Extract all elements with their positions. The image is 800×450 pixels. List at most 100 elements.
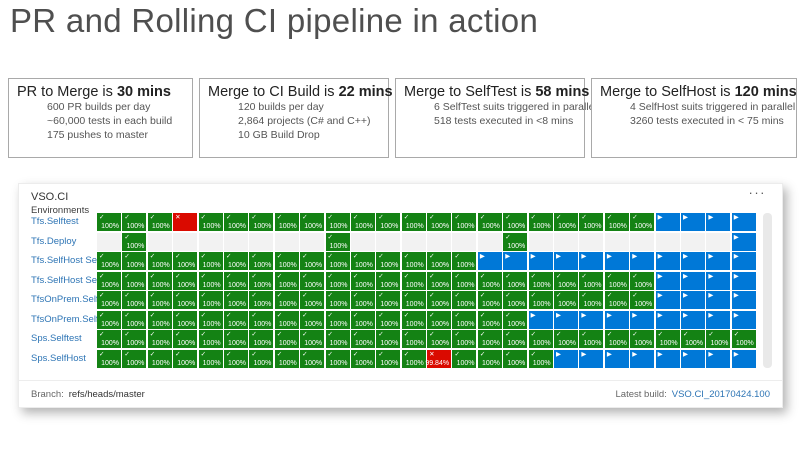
status-cell-passed[interactable]: ✓ 100% (249, 330, 274, 348)
status-cell-passed[interactable]: ✓ 100% (122, 232, 147, 251)
status-cell-passed[interactable]: ✓ 100% (528, 291, 553, 309)
status-cell-passed[interactable]: ✓ 100% (97, 213, 121, 231)
status-cell-passed[interactable]: ✓ 100% (452, 252, 477, 270)
status-cell-passed[interactable]: ✓ 100% (477, 310, 502, 329)
status-cell-running[interactable]: ▶ (731, 213, 756, 231)
status-cell-passed[interactable]: ✓ 100% (274, 271, 299, 290)
status-cell-passed[interactable]: ✓ 100% (300, 213, 325, 231)
status-cell-running[interactable]: ▶ (655, 271, 680, 290)
status-cell-running[interactable]: ▶ (706, 291, 731, 309)
status-cell-passed[interactable]: ✓ 100% (325, 349, 350, 368)
environment-label[interactable]: Tfs.Selftest (31, 216, 79, 227)
status-cell-passed[interactable]: ✓ 100% (300, 349, 325, 368)
status-cell-passed[interactable]: ✓ 100% (300, 271, 325, 290)
status-cell-passed[interactable]: ✓ 100% (401, 252, 426, 270)
status-cell-passed[interactable]: ✓ 100% (528, 349, 553, 368)
status-cell-passed[interactable]: ✓ 100% (376, 330, 401, 348)
status-cell-running[interactable]: ▶ (680, 349, 705, 368)
status-cell-passed[interactable]: ✓ 100% (300, 310, 325, 329)
status-cell-passed[interactable]: ✓ 100% (97, 271, 121, 290)
status-cell-passed[interactable]: ✓ 100% (477, 330, 502, 348)
status-cell-passed[interactable]: ✓ 100% (97, 291, 121, 309)
status-cell-passed[interactable]: ✓ 100% (325, 271, 350, 290)
status-cell-passed[interactable]: ✓ 100% (274, 330, 299, 348)
status-cell-passed[interactable]: ✓ 100% (376, 349, 401, 368)
status-cell-passed[interactable]: ✓ 100% (223, 349, 248, 368)
status-cell-running[interactable]: ▶ (731, 271, 756, 290)
status-cell-passed[interactable]: ✓ 100% (579, 213, 604, 231)
status-cell-passed[interactable]: ✓ 100% (503, 271, 528, 290)
status-cell-failed[interactable]: ✕ 99.84% (425, 349, 452, 368)
status-cell-running[interactable]: ▶ (731, 252, 756, 270)
status-cell-running[interactable]: ▶ (604, 349, 629, 368)
status-cell-passed[interactable]: ✓ 100% (325, 330, 350, 348)
status-cell-passed[interactable]: ✓ 100% (604, 291, 629, 309)
status-cell-passed[interactable]: ✓ 100% (97, 349, 121, 368)
status-cell-passed[interactable]: ✓ 100% (97, 310, 121, 329)
status-cell-passed[interactable]: ✓ 100% (376, 252, 401, 270)
status-cell-passed[interactable]: ✓ 100% (477, 349, 502, 368)
status-cell-passed[interactable]: ✓ 100% (376, 291, 401, 309)
status-cell-passed[interactable]: ✓ 100% (122, 252, 147, 270)
status-cell-running[interactable]: ▶ (477, 252, 502, 270)
status-cell-passed[interactable]: ✓ 100% (554, 271, 579, 290)
status-cell-passed[interactable]: ✓ 100% (249, 291, 274, 309)
status-cell-passed[interactable]: ✓ 100% (223, 271, 248, 290)
status-cell-running[interactable]: ▶ (554, 349, 579, 368)
status-cell-passed[interactable]: ✓ 100% (427, 252, 452, 270)
status-cell-passed[interactable]: ✓ 100% (97, 252, 121, 270)
status-cell-passed[interactable]: ✓ 100% (503, 349, 528, 368)
environment-label[interactable]: Tfs.SelfHost Set 1 (31, 255, 108, 266)
status-cell-passed[interactable]: ✓ 100% (579, 330, 604, 348)
environment-label[interactable]: TfsOnPrem.SelfTest (31, 294, 116, 305)
status-cell-passed[interactable]: ✓ 100% (300, 252, 325, 270)
status-cell-passed[interactable]: ✓ 100% (274, 252, 299, 270)
status-cell-running[interactable]: ▶ (655, 349, 680, 368)
status-cell-passed[interactable]: ✓ 100% (300, 291, 325, 309)
status-cell-passed[interactable]: ✓ 100% (274, 213, 299, 231)
status-cell-running[interactable]: ▶ (579, 310, 604, 329)
status-cell-running[interactable]: ▶ (731, 232, 756, 251)
status-cell-passed[interactable]: ✓ 100% (376, 310, 401, 329)
status-cell-running[interactable]: ▶ (528, 310, 553, 329)
status-cell-passed[interactable]: ✓ 100% (249, 310, 274, 329)
status-cell-passed[interactable]: ✓ 100% (427, 310, 452, 329)
status-cell-passed[interactable]: ✓ 100% (147, 252, 172, 270)
status-cell-passed[interactable]: ✓ 100% (427, 271, 452, 290)
status-cell-passed[interactable]: ✓ 100% (630, 330, 655, 348)
status-cell-passed[interactable]: ✓ 100% (147, 213, 172, 231)
status-cell-passed[interactable]: ✓ 100% (503, 232, 528, 251)
status-cell-passed[interactable]: ✓ 100% (173, 271, 198, 290)
status-cell-passed[interactable]: ✓ 100% (350, 310, 375, 329)
status-cell-running[interactable]: ▶ (706, 271, 731, 290)
status-cell-running[interactable]: ▶ (655, 310, 680, 329)
status-cell-passed[interactable]: ✓ 100% (274, 310, 299, 329)
status-cell-passed[interactable]: ✓ 100% (223, 310, 248, 329)
status-cell-running[interactable]: ▶ (706, 252, 731, 270)
environment-label[interactable]: Sps.SelfHost (31, 352, 86, 364)
status-cell-passed[interactable]: ✓ 100% (198, 213, 223, 231)
status-cell-passed[interactable]: ✓ 100% (350, 271, 375, 290)
status-cell-passed[interactable]: ✓ 100% (325, 291, 350, 309)
status-cell-passed[interactable]: ✓ 100% (452, 310, 477, 329)
status-cell-passed[interactable]: ✓ 100% (350, 291, 375, 309)
status-cell-passed[interactable]: ✓ 100% (223, 291, 248, 309)
status-cell-running[interactable]: ▶ (554, 310, 579, 329)
latest-build-link[interactable]: VSO.CI_20170424.100 (671, 388, 770, 400)
status-cell-running[interactable]: ▶ (731, 291, 756, 309)
status-cell-running[interactable]: ▶ (731, 349, 756, 368)
status-cell-passed[interactable]: ✓ 100% (122, 330, 147, 348)
environment-label[interactable]: TfsOnPrem.SelfHost (31, 313, 119, 325)
status-cell-failed[interactable]: ✕ (173, 213, 198, 231)
status-cell-passed[interactable]: ✓ 100% (147, 291, 172, 309)
status-cell-running[interactable]: ▶ (630, 349, 655, 368)
status-cell-passed[interactable]: ✓ 100% (604, 271, 629, 290)
status-cell-passed[interactable]: ✓ 100% (554, 330, 579, 348)
status-cell-passed[interactable]: ✓ 100% (604, 213, 629, 231)
vertical-scrollbar[interactable] (763, 213, 772, 368)
status-cell-passed[interactable]: ✓ 100% (147, 330, 172, 348)
status-cell-passed[interactable]: ✓ 100% (198, 310, 223, 329)
status-cell-passed[interactable]: ✓ 100% (452, 330, 477, 348)
status-cell-passed[interactable]: ✓ 100% (503, 310, 528, 329)
status-cell-passed[interactable]: ✓ 100% (198, 252, 223, 270)
